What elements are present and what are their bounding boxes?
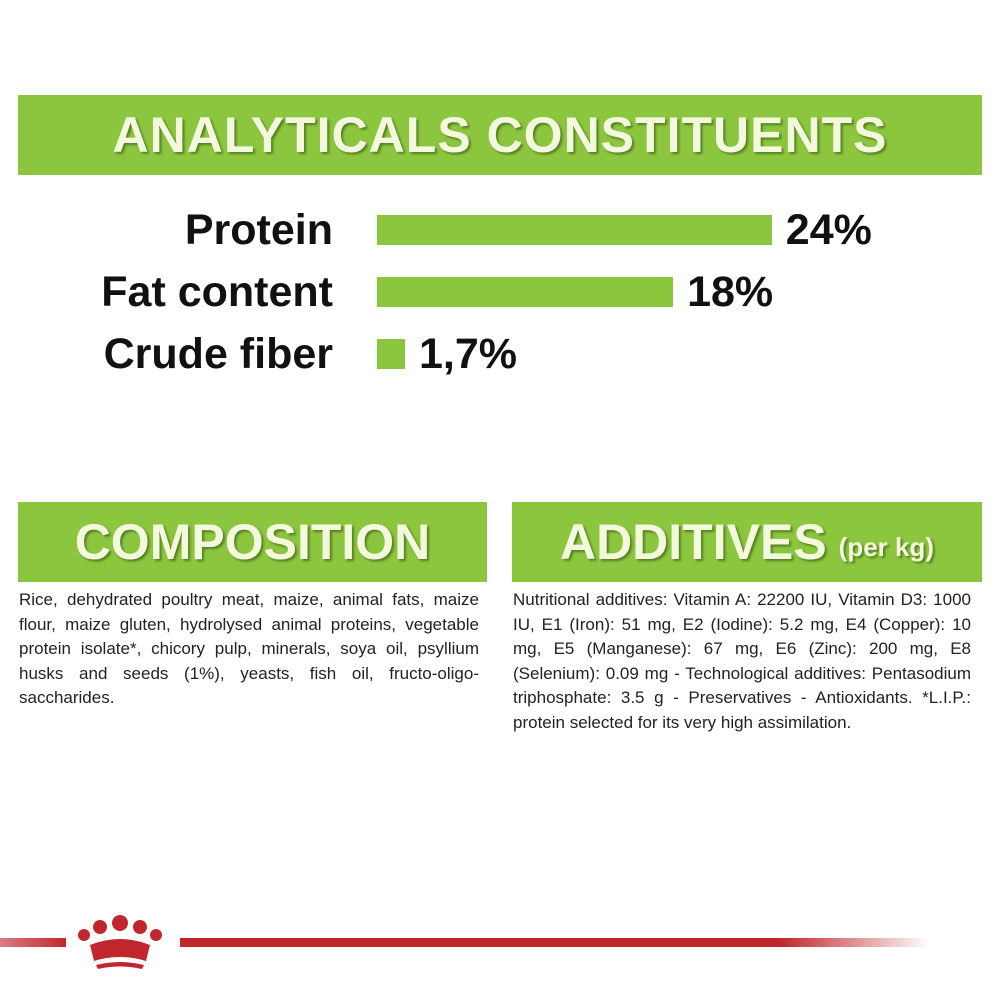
nutrient-bar <box>377 215 772 245</box>
nutrient-label: Fat content <box>101 268 333 316</box>
analyticals-banner: ANALYTICALS CONSTITUENTS <box>18 95 982 175</box>
nutrient-value: 18% <box>687 268 774 316</box>
additives-banner: ADDITIVES (per kg) <box>512 502 982 582</box>
nutrient-label: Protein <box>184 206 333 254</box>
nutrient-bar <box>377 339 405 369</box>
crown-logo <box>78 915 162 969</box>
nutrient-bar <box>377 277 674 307</box>
brand-footer <box>0 915 930 969</box>
additives-title: ADDITIVES <box>559 514 827 570</box>
footer-line <box>180 938 930 947</box>
analyticals-title: ANALYTICALS CONSTITUENTS <box>112 107 888 163</box>
nutrient-row: Protein 24% <box>0 200 1000 260</box>
additives-subtitle: (per kg) <box>838 531 935 562</box>
nutrient-row: Fat content 18% <box>0 262 1000 322</box>
nutrient-label: Crude fiber <box>103 330 333 378</box>
additives-text: Nutritional additives: Vitamin A: 22200 … <box>513 590 971 732</box>
nutrient-row: Crude fiber 1,7% <box>0 324 1000 384</box>
footer-line <box>0 938 66 947</box>
nutrient-value: 24% <box>785 206 872 254</box>
composition-text: Rice, dehydrated poultry meat, maize, an… <box>19 590 479 707</box>
composition-banner: COMPOSITION <box>18 502 487 582</box>
composition-title: COMPOSITION <box>74 514 431 570</box>
nutrient-value: 1,7% <box>418 330 517 378</box>
